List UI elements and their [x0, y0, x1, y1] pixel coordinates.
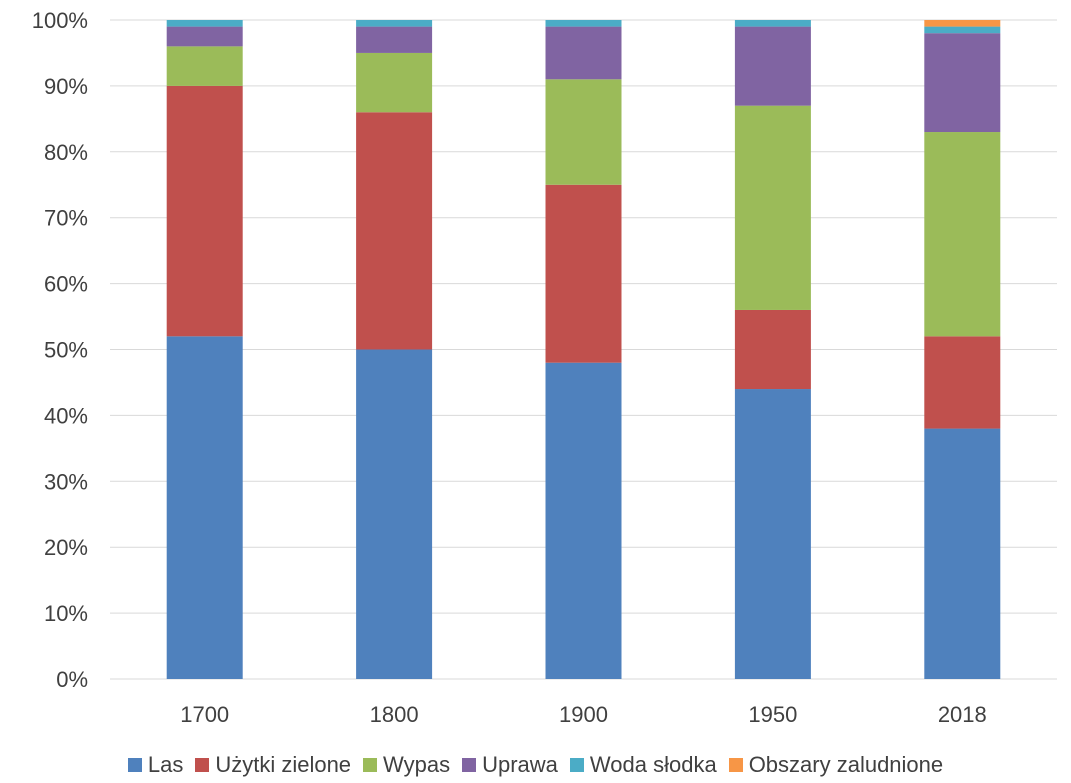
bar-segment	[924, 428, 1001, 679]
legend-label: Wypas	[383, 752, 451, 777]
bar-segment	[166, 20, 243, 27]
bar-segment	[166, 336, 243, 679]
legend-item: Las	[127, 752, 184, 778]
y-tick-label: 40%	[44, 403, 88, 428]
y-tick-label: 0%	[56, 667, 88, 692]
bar-segment	[545, 79, 622, 185]
y-tick-label: 20%	[44, 535, 88, 560]
bar-segment	[734, 105, 811, 310]
bar-segment	[356, 349, 433, 679]
y-tick-label: 80%	[44, 140, 88, 165]
x-tick-label: 1950	[748, 702, 797, 727]
y-tick-label: 30%	[44, 469, 88, 494]
legend-swatch	[728, 758, 743, 772]
x-tick-label: 2018	[938, 702, 987, 727]
bar-segment	[356, 20, 433, 27]
x-tick-label: 1700	[180, 702, 229, 727]
legend-label: Obszary zaludnione	[748, 752, 944, 777]
bar-segment	[734, 389, 811, 679]
bar-segment	[734, 20, 811, 27]
bar-segment	[545, 20, 622, 27]
bar-segment	[924, 336, 1001, 429]
legend-swatch	[569, 758, 584, 772]
bar-segment	[924, 33, 1001, 133]
x-tick-label: 1800	[370, 702, 419, 727]
legend-swatch	[462, 758, 477, 772]
y-tick-label: 70%	[44, 206, 88, 231]
legend-item: Wypas	[363, 752, 450, 778]
legend-item: Uprawa	[462, 752, 558, 778]
legend-item: Użytki zielone	[195, 752, 351, 778]
y-tick-label: 100%	[32, 8, 88, 33]
y-tick-label: 60%	[44, 272, 88, 297]
legend-swatch	[127, 758, 142, 772]
bar-segment	[545, 362, 622, 679]
chart-legend: Las Użytki zielone Wypas Uprawa Woda słodka O…	[0, 752, 1071, 778]
bar-segment	[356, 52, 433, 113]
bar-segment	[545, 26, 622, 80]
stacked-bar-chart: 0% 10% 20% 30% 40% 50% 60% 70% 80% 90% 100% 1700 180…	[32, 8, 1057, 727]
legend-label: Woda słodka	[589, 752, 717, 777]
bar-segment	[356, 26, 433, 53]
bar-segment	[356, 112, 433, 350]
legend-label: Las	[147, 752, 184, 777]
bar-segment	[166, 85, 243, 337]
bar-segment	[734, 309, 811, 390]
legend-swatch	[195, 758, 210, 772]
bar-segment	[924, 20, 1001, 27]
bar-segment	[924, 26, 1001, 34]
bar-segment	[166, 26, 243, 47]
y-tick-label: 50%	[44, 338, 88, 363]
y-tick-label: 90%	[44, 74, 88, 99]
bar-segment	[734, 26, 811, 106]
y-tick-label: 10%	[44, 601, 88, 626]
bar-segment	[545, 184, 622, 363]
legend-label: Użytki zielone	[215, 752, 352, 777]
legend-swatch	[363, 758, 378, 772]
legend-item: Woda słodka	[569, 752, 717, 778]
legend-item: Obszary zaludnione	[728, 752, 944, 778]
bar-segment	[166, 46, 243, 86]
legend-label: Uprawa	[482, 752, 558, 777]
x-tick-label: 1900	[559, 702, 608, 727]
bar-segment	[924, 132, 1001, 337]
